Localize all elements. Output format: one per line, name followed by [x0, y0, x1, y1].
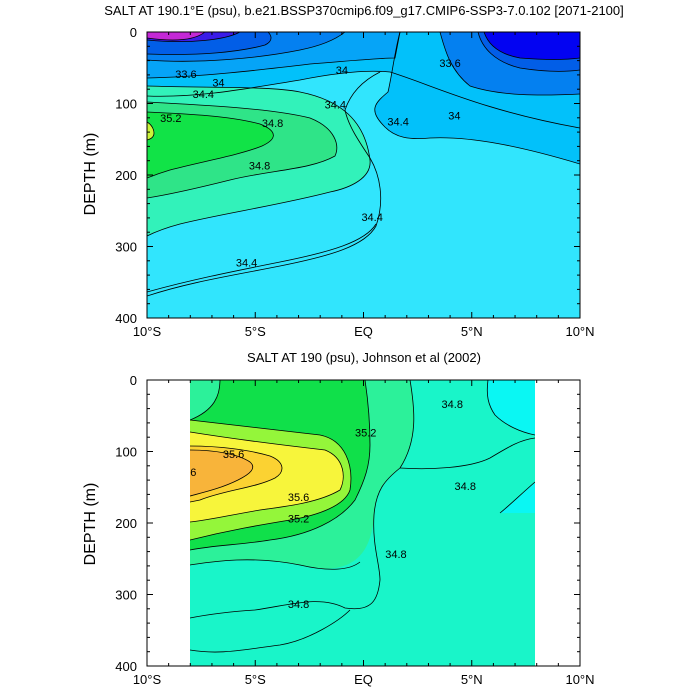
- y-tick-label: 400: [115, 659, 137, 674]
- contour-value-label: 34: [336, 65, 348, 77]
- y-tick-label: 200: [115, 168, 137, 183]
- contour-value-label: 34.8: [442, 399, 463, 411]
- fill-level-32_8-right: [484, 32, 580, 60]
- x-tick-label: 5°N: [461, 324, 483, 339]
- y-tick-label: 100: [115, 445, 137, 460]
- fill-level-36: [147, 122, 154, 140]
- bottom-axes: 10°S 5°S EQ 5°N 10°N 0 100 200 300 400: [115, 373, 594, 687]
- x-tick-label: 5°S: [245, 672, 266, 687]
- y-tick-label: 0: [130, 25, 137, 40]
- contour-value-label: 35.6: [288, 492, 309, 504]
- contour-value-label: 34.4: [236, 258, 257, 270]
- contour-value-label: 34.4: [361, 212, 382, 224]
- contour-value-label: 34.4: [193, 89, 214, 101]
- contour-value-label: 34.8: [385, 549, 406, 561]
- x-tick-label: 10°N: [565, 324, 594, 339]
- contour-value-label: 35.2: [355, 428, 376, 440]
- bottom-contour-fill: 35.6 36 35.6 35.2 35.2 34.8 34.8 34.8 34.8: [184, 380, 535, 666]
- contour-value-label: 33.6: [439, 58, 460, 70]
- bottom-contour-lines: [190, 380, 535, 653]
- x-tick-label: 10°S: [133, 672, 162, 687]
- x-tick-label: EQ: [354, 672, 373, 687]
- contour-value-label: 34.8: [455, 481, 476, 493]
- contour-value-label: 34.8: [249, 160, 270, 172]
- x-tick-label: 10°S: [133, 324, 162, 339]
- fill-level-35_2-corner: [190, 380, 220, 420]
- x-tick-label: 5°S: [245, 324, 266, 339]
- fill-level-34_4-right: [487, 380, 535, 435]
- contour-value-label: 34.8: [262, 118, 283, 130]
- top-contour-lines: [147, 32, 580, 297]
- contour-value-label: 35.2: [288, 513, 309, 525]
- x-tick-label: 5°N: [461, 672, 483, 687]
- y-tick-label: 100: [115, 97, 137, 112]
- y-tick-label: 300: [115, 588, 137, 603]
- bottom-panel: SALT AT 190 (psu), Johnson et al (2002) …: [82, 350, 595, 687]
- contour-value-label: 36: [184, 467, 196, 479]
- y-tick-label: 0: [130, 373, 137, 388]
- bottom-contour-labels: 35.6 36 35.6 35.2 35.2 34.8 34.8 34.8 34.8: [184, 399, 476, 611]
- y-tick-label: 300: [115, 240, 137, 255]
- contour-value-label: 34: [212, 77, 224, 89]
- y-tick-label: 200: [115, 516, 137, 531]
- top-y-axis-label: DEPTH (m): [82, 133, 99, 216]
- top-panel-title: SALT AT 190.1°E (psu), b.e21.BSSP370cmip…: [104, 3, 624, 18]
- contour-value-label: 33.6: [175, 69, 196, 81]
- contour-value-label: 34.4: [325, 100, 346, 112]
- fill-level-37_2: [190, 450, 253, 496]
- contour-value-label: 34.8: [288, 599, 309, 611]
- bottom-y-axis-label: DEPTH (m): [82, 483, 99, 566]
- x-tick-label: 10°N: [565, 672, 594, 687]
- top-panel: SALT AT 190.1°E (psu), b.e21.BSSP370cmip…: [82, 3, 624, 339]
- contour-value-label: 35.6: [223, 449, 244, 461]
- contour-value-label: 34: [448, 110, 460, 122]
- contour-value-label: 34.4: [387, 117, 408, 129]
- contour-value-label: 35.2: [160, 113, 181, 125]
- bottom-panel-title: SALT AT 190 (psu), Johnson et al (2002): [247, 350, 481, 365]
- fill-level-35_6: [147, 112, 274, 178]
- x-tick-label: EQ: [354, 324, 373, 339]
- top-axes: 10°S 5°S EQ 5°N 10°N 0 100 200 300 400: [115, 25, 594, 339]
- y-tick-label: 400: [115, 311, 137, 326]
